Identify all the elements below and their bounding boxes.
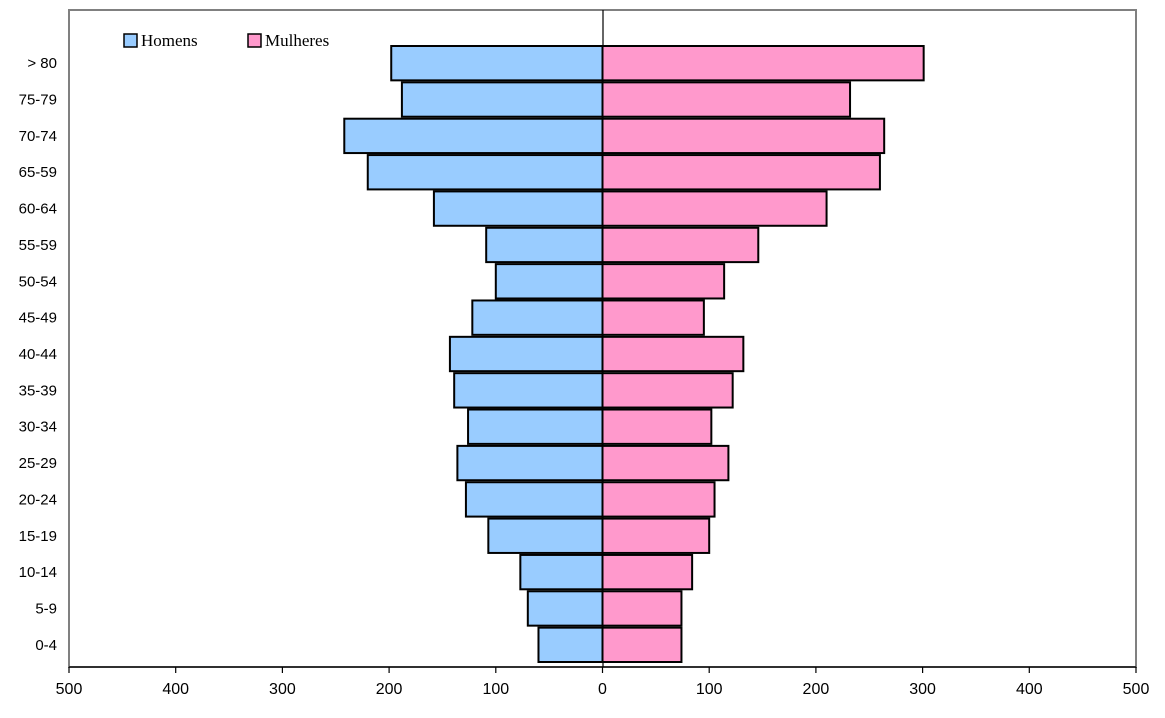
bar-mulheres-3: [601, 154, 881, 191]
bar-homens-7: [471, 299, 604, 336]
bar-mulheres-11: [601, 444, 730, 482]
y-tick-label: 30-34: [19, 419, 57, 436]
bar-homens-11: [456, 444, 604, 482]
bar-homens-9: [453, 372, 604, 409]
legend-label-mulheres: Mulheres: [265, 31, 329, 50]
bar-mulheres-13: [601, 517, 711, 554]
bar-homens-0: [390, 45, 604, 82]
y-tick-label: 60-64: [19, 201, 57, 218]
legend-label-homens: Homens: [141, 31, 198, 50]
y-tick-label: 20-24: [19, 491, 57, 508]
bar-mulheres-1: [601, 81, 852, 118]
y-tick-label: 10-14: [19, 564, 57, 581]
bar-mulheres-10: [601, 408, 713, 445]
x-tick-label: 100: [696, 681, 723, 698]
bar-mulheres-15: [601, 590, 683, 627]
x-tick-label: 400: [162, 681, 189, 698]
bar-mulheres-6: [601, 263, 726, 300]
bar-mulheres-14: [601, 553, 694, 591]
y-tick-label: > 80: [27, 55, 57, 72]
bars-group: [343, 45, 925, 663]
bar-homens-12: [464, 481, 604, 518]
bar-homens-1: [400, 81, 604, 118]
bar-homens-2: [343, 117, 604, 155]
x-tick-label: 500: [56, 681, 83, 698]
y-tick-label: 75-79: [19, 92, 57, 109]
bar-mulheres-9: [601, 372, 734, 409]
x-tick-labels: 500 400 300 200 100 0 100 200 300 400 500: [56, 667, 1150, 698]
bar-mulheres-8: [601, 335, 745, 373]
y-tick-label: 5-9: [35, 600, 57, 617]
bar-homens-13: [487, 517, 604, 554]
bar-mulheres-4: [601, 190, 828, 227]
legend-swatch-homens: [123, 33, 138, 48]
y-tick-label: 65-59: [19, 164, 57, 181]
bar-mulheres-2: [601, 117, 886, 155]
y-tick-label: 0-4: [35, 637, 57, 654]
bar-mulheres-12: [601, 481, 716, 518]
bar-homens-5: [485, 226, 604, 264]
y-tick-label: 50-54: [19, 273, 57, 290]
y-tick-label: 45-49: [19, 310, 57, 327]
x-tick-label: 400: [1016, 681, 1043, 698]
y-tick-label: 55-59: [19, 237, 57, 254]
legend: Homens Mulheres: [123, 31, 329, 50]
y-tick-label: 35-39: [19, 382, 57, 399]
bar-homens-10: [467, 408, 604, 445]
x-tick-label: 300: [269, 681, 296, 698]
bar-mulheres-0: [601, 45, 925, 82]
x-tick-label: 200: [803, 681, 830, 698]
bar-homens-8: [448, 335, 604, 373]
y-tick-label: 15-19: [19, 528, 57, 545]
bar-homens-6: [494, 263, 604, 300]
x-tick-label: 500: [1123, 681, 1150, 698]
y-tick-label: 40-44: [19, 346, 57, 363]
legend-swatch-mulheres: [247, 33, 262, 48]
y-tick-labels: > 80 75-79 70-74 65-59 60-64 55-59 50-54 45-49 4…: [19, 55, 57, 654]
x-tick-label: 100: [482, 681, 509, 698]
y-tick-label: 70-74: [19, 128, 57, 145]
y-tick-label: 25-29: [19, 455, 57, 472]
bar-mulheres-7: [601, 299, 705, 336]
bar-homens-4: [432, 190, 604, 227]
bar-homens-14: [519, 553, 604, 591]
bar-mulheres-5: [601, 226, 760, 264]
bar-homens-15: [526, 590, 604, 627]
x-tick-label: 200: [376, 681, 403, 698]
x-tick-label: 0: [598, 681, 607, 698]
x-tick-label: 300: [909, 681, 936, 698]
bar-homens-3: [366, 154, 604, 191]
bar-mulheres-16: [601, 626, 683, 663]
bar-homens-16: [537, 626, 604, 663]
